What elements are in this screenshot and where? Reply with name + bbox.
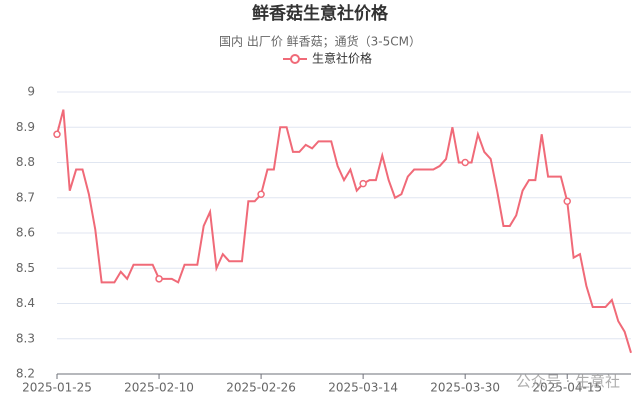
data-point	[461, 158, 469, 167]
data-point	[53, 130, 61, 139]
legend: 生意社价格	[283, 51, 372, 66]
y-tick-label: 8.3	[16, 331, 35, 345]
y-tick-label: 8.8	[16, 155, 35, 169]
data-point	[563, 197, 571, 206]
legend-marker	[290, 54, 300, 64]
y-tick-label: 9	[27, 85, 35, 99]
data-point	[359, 179, 367, 188]
x-tick-label: 2025-03-30	[430, 381, 500, 395]
chart-subtitle: 国内 出厂价 鲜香菇；通货（3-5CM）	[219, 34, 421, 49]
y-tick-label: 8.9	[16, 120, 35, 134]
y-tick-label: 8.4	[16, 296, 35, 310]
legend-label: 生意社价格	[312, 51, 372, 66]
y-tick-label: 8.2	[16, 367, 35, 381]
x-tick-label: 2025-04-15	[532, 381, 602, 395]
x-tick-label: 2025-01-25	[22, 381, 92, 395]
watermark: 公众号 · 生意社	[516, 373, 620, 391]
chart-title: 鲜香菇生意社价格	[252, 3, 389, 24]
y-tick-label: 8.5	[16, 261, 35, 275]
x-tick-label: 2025-03-14	[328, 381, 398, 395]
y-tick-label: 8.6	[16, 226, 35, 240]
data-point	[257, 190, 265, 198]
series-line	[56, 109, 632, 354]
y-tick-label: 8.7	[16, 190, 35, 204]
data-point	[155, 275, 163, 283]
x-tick-label: 2025-02-26	[226, 381, 296, 395]
x-tick-label: 2025-02-10	[124, 381, 194, 395]
